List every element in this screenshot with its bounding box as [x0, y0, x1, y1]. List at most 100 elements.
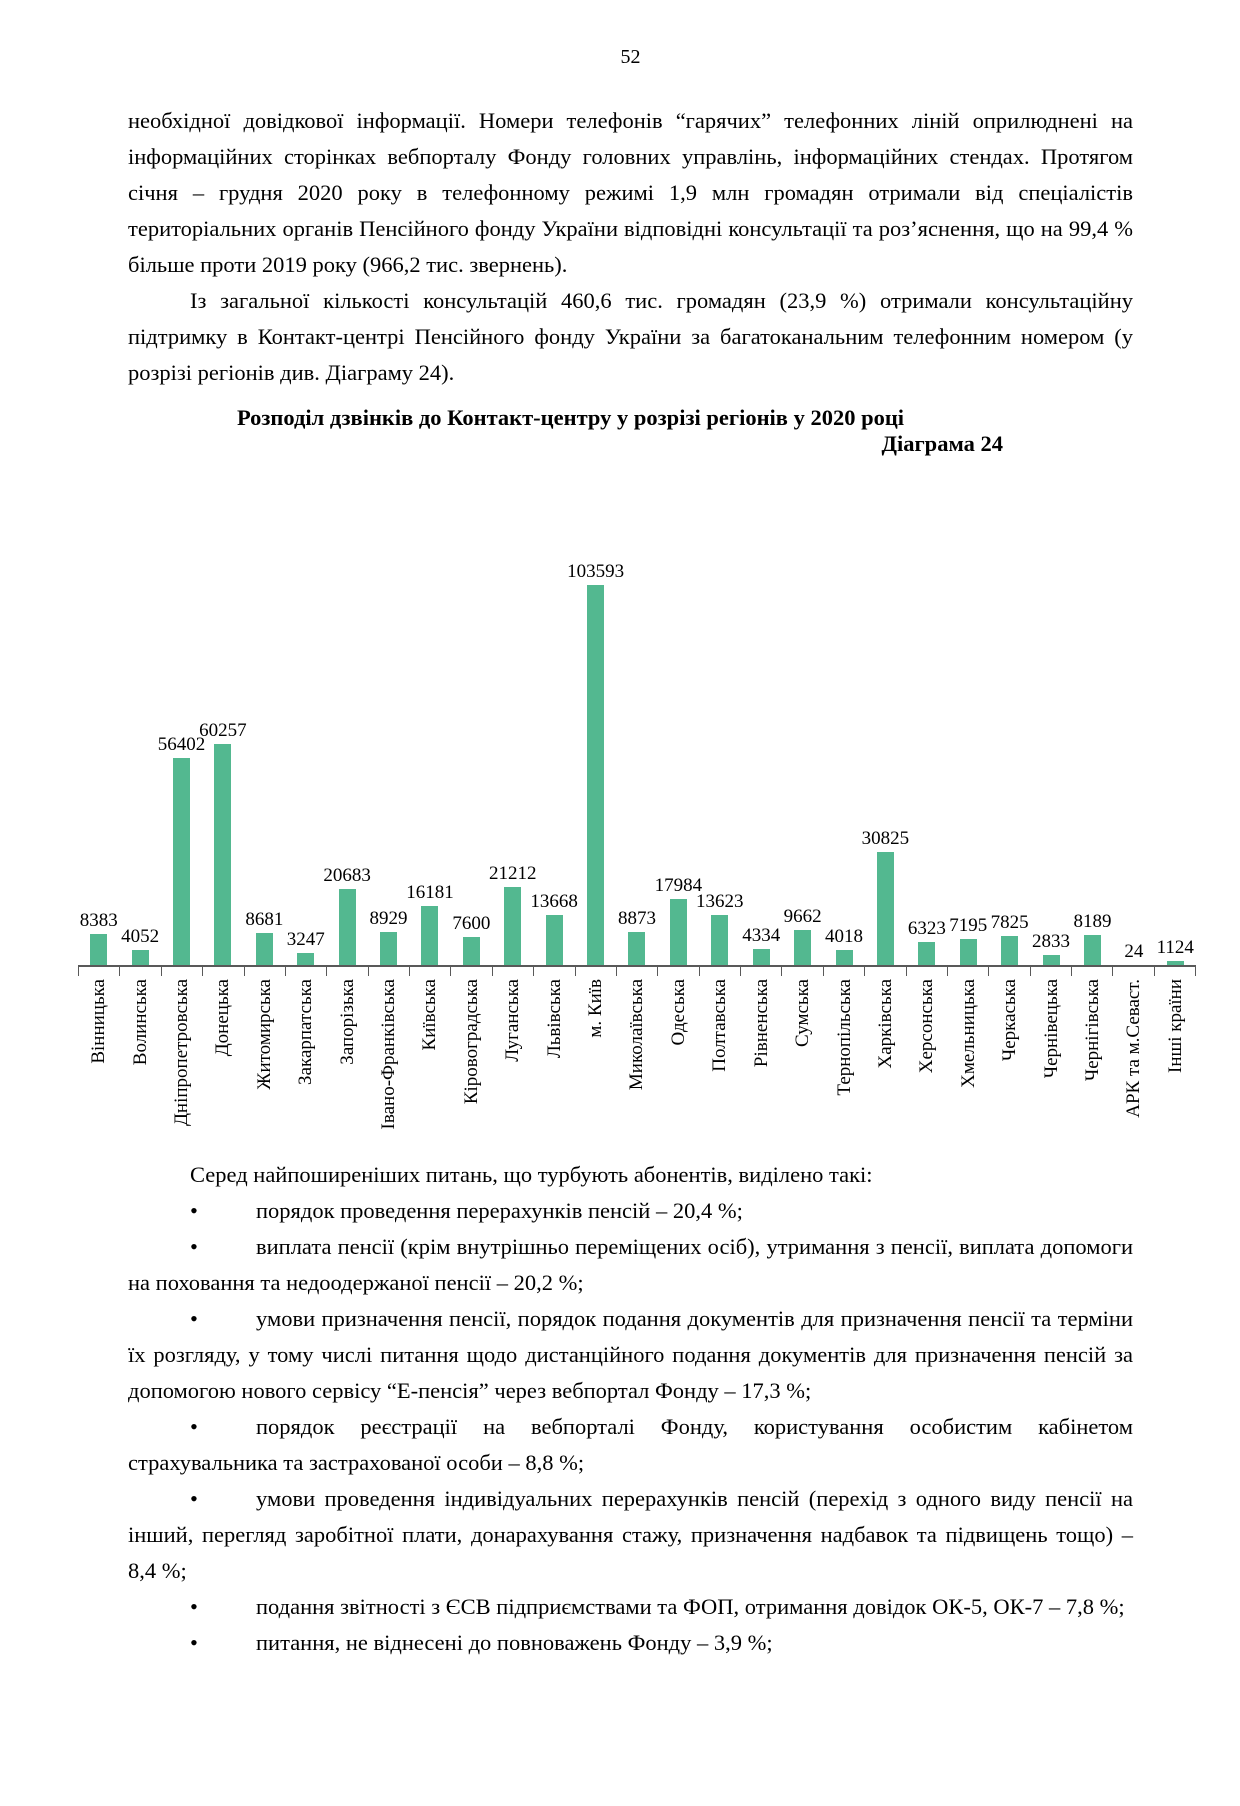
- chart-plot: 8383 4052 56402 60257 8681 3247 20683 8929 16181…: [78, 555, 1196, 967]
- chart-column: 16181: [406, 882, 454, 965]
- list-item-text: питання, не віднесені до повноважень Фон…: [256, 1630, 773, 1655]
- x-axis-label: м. Київ: [585, 979, 607, 1038]
- x-axis-label: Миколаївська: [626, 979, 648, 1091]
- bullet-icon: •: [190, 1486, 198, 1511]
- x-axis-label: Київська: [419, 979, 441, 1051]
- axis-tick: [824, 967, 866, 976]
- x-axis-label: Закарпатська: [295, 979, 317, 1085]
- axis-tick: [451, 967, 493, 976]
- x-axis-label: Донецька: [212, 979, 234, 1057]
- chart-column: 4018: [823, 926, 864, 965]
- bar: [421, 906, 439, 965]
- list-item-text: порядок реєстрації на вебпорталі Фонду, …: [128, 1414, 1133, 1475]
- x-axis-label: Івано-Франківська: [378, 979, 400, 1130]
- bar: [1166, 961, 1184, 965]
- axis-tick: [782, 967, 824, 976]
- page-number: 52: [620, 46, 641, 68]
- list-item: • порядок реєстрації на вебпорталі Фонду,…: [128, 1409, 1133, 1481]
- bar-value-label: 4052: [121, 926, 160, 947]
- chart-column: 24: [1113, 941, 1154, 965]
- chart-axis-ticks: [78, 967, 1197, 976]
- bar: [752, 949, 770, 965]
- list-item-text: виплата пенсії (крім внутрішньо переміще…: [128, 1234, 1133, 1295]
- paragraph-hotlines: необхідної довідкової інформації. Номери…: [128, 108, 1133, 277]
- bar-value-label: 60257: [199, 720, 247, 741]
- chart-title: Розподіл дзвінків до Контакт-центру у ро…: [236, 405, 905, 430]
- bar: [1001, 936, 1019, 965]
- list-item: • умови проведення індивідуальних перерах…: [128, 1481, 1133, 1589]
- axis-tick: [948, 967, 990, 976]
- axis-tick: [120, 967, 162, 976]
- x-axis-label: Кіровоградська: [460, 979, 482, 1105]
- axis-tick: [1031, 967, 1072, 976]
- list-item-text: порядок проведення перерахунків пенсій –…: [256, 1198, 743, 1223]
- bar-chart: 8383 4052 56402 60257 8681 3247 20683 8929 16181…: [78, 555, 1197, 1157]
- list-item-text: подання звітності з ЄСВ підприємствами т…: [256, 1594, 1125, 1619]
- bar: [131, 950, 149, 965]
- bar: [297, 953, 315, 965]
- bar-value-label: 13623: [696, 891, 744, 912]
- bar: [504, 887, 522, 965]
- chart-column: 13668: [530, 891, 578, 965]
- axis-tick: [410, 967, 452, 976]
- bar-value-label: 1124: [1156, 937, 1194, 958]
- x-axis-label: Одеська: [667, 979, 689, 1046]
- chart-column: 60257: [199, 720, 247, 965]
- bar: [214, 744, 232, 965]
- axis-tick: [162, 967, 204, 976]
- chart-x-labels: Вінницька Волинська Дніпропетровська Донець…: [78, 979, 1196, 1157]
- chart-column: 21212: [489, 863, 537, 965]
- bar-value-label: 21212: [489, 863, 537, 884]
- axis-tick: [1155, 967, 1197, 976]
- bar: [918, 942, 936, 965]
- axis-tick: [576, 967, 617, 976]
- axis-tick: [203, 967, 245, 976]
- bar-value-label: 7600: [452, 913, 491, 934]
- bar: [587, 585, 605, 965]
- bar-value-label: 9662: [783, 906, 822, 927]
- bar-value-label: 7195: [949, 915, 988, 936]
- chart-column: 7825: [989, 912, 1030, 965]
- axis-tick: [327, 967, 369, 976]
- bar: [1083, 935, 1101, 965]
- bar-value-label: 30825: [861, 828, 910, 849]
- list-item: • умови призначення пенсії, порядок подан…: [128, 1301, 1133, 1409]
- bar-value-label: 6323: [907, 918, 946, 939]
- bar: [1042, 955, 1060, 965]
- bar-value-label: 3247: [286, 929, 325, 950]
- x-axis-label: Вінницька: [88, 979, 110, 1064]
- chart-column: 103593: [567, 561, 624, 965]
- bar-value-label: 4334: [742, 925, 781, 946]
- bar-value-label: 8929: [369, 908, 408, 929]
- chart-column: 7600: [451, 913, 492, 965]
- axis-tick: [1113, 967, 1155, 976]
- x-axis-label: Чернігівська: [1081, 979, 1103, 1082]
- bullet-icon: •: [190, 1306, 198, 1331]
- x-axis-label: Рівненська: [750, 979, 772, 1068]
- list-item-text: умови призначення пенсії, порядок поданн…: [128, 1306, 1133, 1403]
- chart-column: 20683: [323, 865, 371, 965]
- chart-column: 17984: [655, 875, 702, 965]
- chart-column: 8929: [368, 908, 409, 965]
- bullet-icon: •: [190, 1198, 198, 1223]
- paragraph-contact-center: Із загальної кількості консультацій 460,…: [128, 288, 1133, 385]
- chart-caption: Діаграма 24: [881, 431, 1003, 456]
- bar-value-label: 56402: [157, 734, 206, 755]
- axis-tick: [617, 967, 659, 976]
- bullet-icon: •: [190, 1594, 198, 1619]
- x-axis-label: Сумська: [792, 979, 814, 1047]
- bar-value-label: 8873: [617, 908, 656, 929]
- axis-tick: [1072, 967, 1114, 976]
- axis-tick: [989, 967, 1031, 976]
- x-axis-label: Тернопільська: [833, 979, 855, 1096]
- chart-column: 7195: [948, 915, 989, 965]
- bar: [462, 937, 480, 965]
- list-intro: Серед найпоширеніших питань, що турбують…: [190, 1162, 873, 1187]
- bar-value-label: 13668: [530, 891, 578, 912]
- bullet-icon: •: [190, 1414, 198, 1439]
- x-axis-label: Волинська: [129, 979, 151, 1066]
- x-axis-label: Полтавська: [709, 979, 731, 1072]
- chart-column: 8681: [244, 909, 285, 965]
- axis-tick: [369, 967, 410, 976]
- bar-value-label: 103593: [567, 561, 625, 582]
